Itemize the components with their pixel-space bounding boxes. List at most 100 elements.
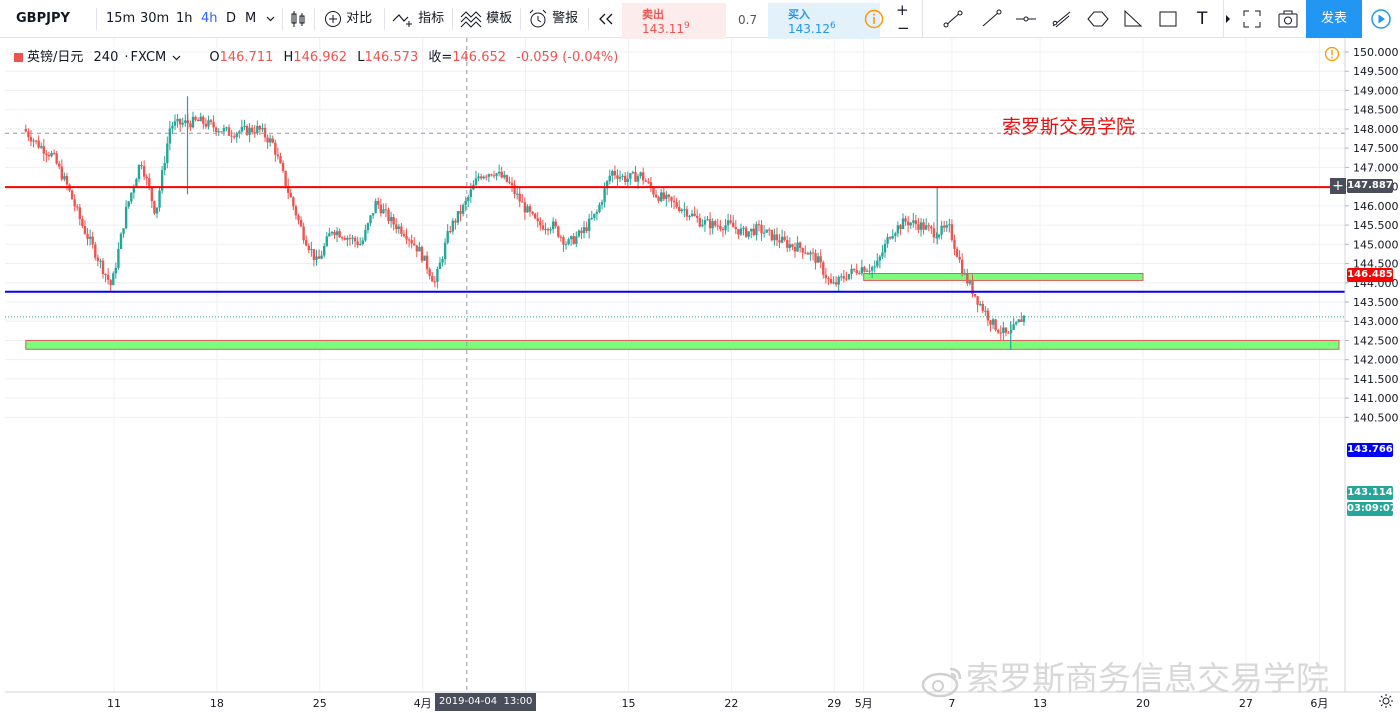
plus-icon: + (896, 1, 909, 19)
candle-body (551, 221, 555, 230)
support-zone (25, 339, 1340, 350)
candle-body (436, 268, 439, 282)
candle-body (456, 210, 460, 223)
more-tools-toggle[interactable] (1225, 0, 1231, 38)
trend-line-tool[interactable] (942, 0, 964, 38)
candle-body (801, 247, 804, 253)
plus-button[interactable]: + (896, 0, 909, 29)
timeframe-m[interactable]: M (245, 11, 257, 26)
candle-body (623, 175, 627, 182)
timeframe-d[interactable]: D (226, 11, 237, 26)
candle-body (953, 239, 956, 249)
candle-body (886, 237, 889, 244)
timeframe-30m[interactable]: 30m (140, 11, 170, 26)
settings-button[interactable] (1378, 693, 1394, 713)
timeframe-4h[interactable]: 4h (201, 11, 218, 26)
symbol-search[interactable]: GBPJPY (16, 11, 70, 26)
minus-button[interactable]: − (897, 9, 910, 47)
indicators-button[interactable]: 指标 (392, 0, 444, 38)
candle-body (369, 215, 372, 224)
trend-line-icon (943, 10, 963, 27)
publish-button[interactable]: 发表 (1306, 0, 1362, 38)
candle-body (639, 172, 642, 177)
candle-body (567, 239, 570, 245)
candle-body (858, 273, 861, 275)
candle-body (518, 193, 521, 202)
snapshot-button[interactable] (1278, 0, 1298, 38)
candle-body (924, 225, 928, 230)
templates-button[interactable]: 模板 (460, 0, 512, 38)
candle-body (160, 170, 164, 191)
horizontal-line-tool[interactable] (1015, 0, 1037, 38)
candle-body (114, 267, 118, 274)
rectangle-tool[interactable] (1157, 0, 1179, 38)
candle-body (994, 319, 997, 331)
buy-button[interactable]: 买入 143.126 (768, 3, 880, 39)
buy-label: 买入 (788, 8, 810, 21)
candle-body (513, 185, 516, 194)
candle-body (258, 125, 262, 130)
candle-body (415, 245, 419, 252)
candle-body (750, 228, 753, 232)
candle-body (711, 221, 714, 229)
candle-body (405, 235, 408, 240)
open-label: O (209, 50, 220, 65)
candle-body (672, 200, 676, 203)
candle-body (127, 201, 130, 207)
candle-body (166, 143, 169, 164)
triangle-tool[interactable] (1122, 0, 1144, 38)
candle-body (163, 163, 166, 171)
candle-body (966, 273, 969, 284)
replay-button[interactable] (598, 0, 614, 38)
toolbar-divider (520, 8, 521, 30)
compare-label: 对比 (346, 11, 373, 26)
candle-body (942, 225, 946, 228)
candle-body (577, 230, 581, 237)
chart-style-button[interactable] (290, 0, 306, 38)
annotation-text[interactable]: 索罗斯交易学院 (1002, 116, 1136, 138)
candle-body (271, 138, 274, 143)
shape-tool[interactable] (1085, 0, 1111, 38)
alerts-button[interactable]: 警报 (528, 0, 578, 38)
candle-body (906, 221, 910, 226)
fullscreen-button[interactable] (1243, 0, 1261, 38)
candle-body (50, 153, 53, 157)
candle-body (786, 240, 789, 248)
ray-tool[interactable] (1050, 0, 1072, 38)
candle-body (870, 267, 874, 271)
play-button[interactable] (1362, 0, 1400, 38)
chevron-right-icon (1226, 14, 1230, 23)
timeframe-1h[interactable]: 1h (176, 11, 193, 26)
candle-body (387, 209, 390, 222)
chevron-down-icon[interactable] (172, 55, 181, 61)
candle-body (855, 270, 858, 274)
candle-body (634, 172, 637, 182)
candle-body (945, 225, 948, 228)
price-tick-label: 142.500 (1353, 334, 1399, 347)
high-value: 146.962 (293, 50, 348, 65)
candle-body (52, 153, 56, 155)
candle-body (729, 220, 732, 223)
compare-button[interactable]: 对比 (324, 0, 372, 38)
timeframe-dropdown[interactable] (266, 0, 275, 38)
candle-body (878, 256, 882, 261)
timeframe-15m[interactable]: 15m (106, 11, 136, 26)
sell-button[interactable]: 卖出 143.119 (622, 3, 726, 39)
candle-body (222, 128, 226, 132)
add-alert-button[interactable]: + (1330, 178, 1346, 194)
line-tool[interactable] (980, 0, 1002, 38)
candle-body (765, 229, 768, 233)
warning-button[interactable] (1324, 46, 1340, 66)
candle-body (286, 185, 290, 193)
candle-body (909, 222, 912, 226)
text-tool[interactable]: T (1197, 0, 1207, 38)
candle-body (333, 231, 336, 235)
price-tick-label: 149.000 (1353, 84, 1399, 97)
candle-body (250, 127, 254, 133)
candle-body (395, 224, 398, 230)
symbol-name[interactable]: 英镑/日元 (27, 50, 84, 65)
info-button[interactable] (864, 0, 884, 38)
candle-body (199, 116, 202, 122)
candle-body (148, 178, 151, 188)
